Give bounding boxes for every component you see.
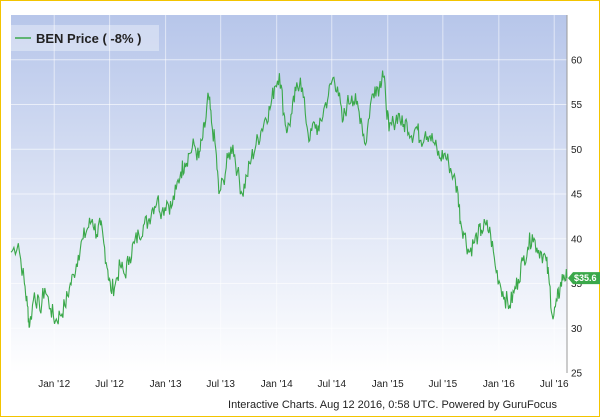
legend-label: BEN Price ( -8% ) xyxy=(36,31,141,46)
y-tick-label: 50 xyxy=(571,145,583,156)
x-tick-label: Jan '16 xyxy=(483,379,515,390)
last-value-badge-bg xyxy=(568,272,600,285)
x-tick-label: Jan '14 xyxy=(261,379,293,390)
y-tick-label: 35 xyxy=(571,279,583,290)
legend-box xyxy=(9,25,159,51)
x-tick-label: Jan '15 xyxy=(372,379,404,390)
x-tick-label: Jul '16 xyxy=(540,379,569,390)
x-tick-label: Jul '15 xyxy=(429,379,458,390)
last-value-badge: $35.6 xyxy=(568,272,600,285)
x-tick-label: Jul '12 xyxy=(95,379,124,390)
y-axis: 25 30 35 40 45 50 55 60 xyxy=(566,15,583,380)
footer-attribution: Interactive Charts. Aug 12 2016, 0:58 UT… xyxy=(228,399,557,411)
y-tick-label: 60 xyxy=(571,55,583,66)
x-tick-label: Jan '12 xyxy=(38,379,70,390)
last-value-label: $35.6 xyxy=(574,273,597,283)
grid xyxy=(11,15,567,374)
y-tick-label: 45 xyxy=(571,190,583,201)
price-series-line xyxy=(10,70,568,328)
y-tick-label: 55 xyxy=(571,100,583,111)
x-axis: Jan '12 Jul '12 Jan '13 Jul '13 Jan '14 Jul '… xyxy=(38,379,569,390)
y-tick-label: 30 xyxy=(571,324,583,335)
x-tick-label: Jan '13 xyxy=(150,379,182,390)
y-tick-label: 25 xyxy=(571,369,583,380)
x-tick-label: Jul '14 xyxy=(317,379,346,390)
legend[interactable]: BEN Price ( -8% ) xyxy=(9,25,159,51)
y-tick-label: 40 xyxy=(571,234,583,245)
x-tick-label: Jul '13 xyxy=(206,379,235,390)
